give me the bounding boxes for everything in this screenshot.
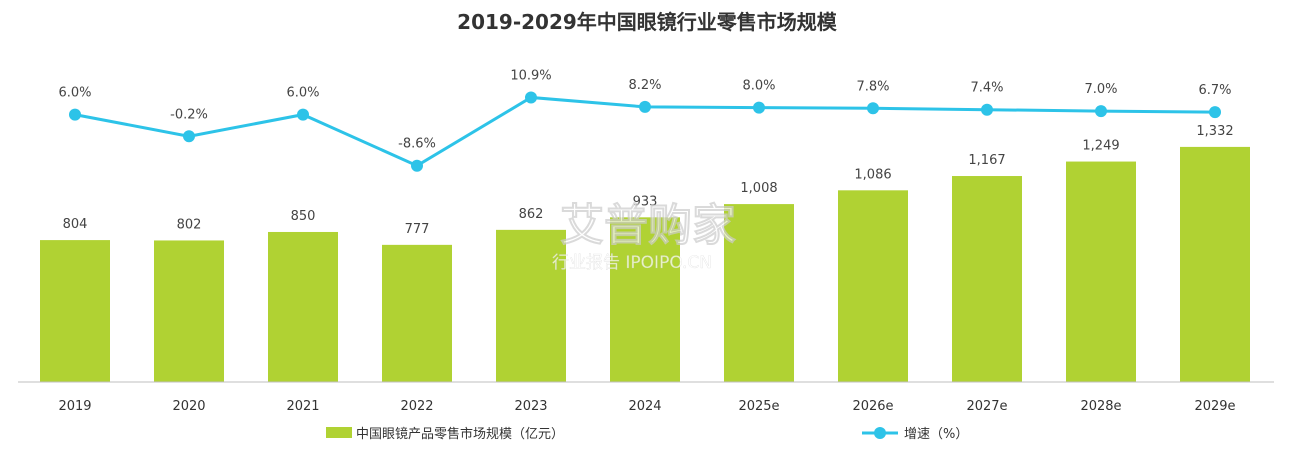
- legend-bar-label: 中国眼镜产品零售市场规模（亿元）: [356, 426, 564, 442]
- bar-value-label: 1,249: [1082, 139, 1119, 154]
- bar-value-label: 1,167: [968, 153, 1005, 168]
- bar-value-label: 802: [177, 217, 202, 232]
- growth-point-2022: [411, 159, 423, 172]
- growth-point-2021: [297, 108, 309, 121]
- growth-value-labels: 6.0% -0.2% 6.0% -8.6% 10.9% 8.2% 8.0% 7.8% 7.4% 7…: [58, 68, 1231, 151]
- x-tick-labels: 2019 2020 2021 2022 2023 2024 2025e 2026e 2027e 2…: [58, 399, 1235, 414]
- growth-value-label: 6.0%: [286, 86, 319, 101]
- bar-2021: [268, 231, 338, 382]
- growth-value-label: 6.0%: [58, 86, 91, 101]
- x-tick-label: 2028e: [1080, 399, 1121, 414]
- bar-2019: [40, 240, 110, 382]
- growth-value-label: -8.6%: [398, 137, 436, 152]
- bar-value-label: 777: [405, 222, 430, 237]
- growth-value-label: 8.0%: [742, 79, 775, 94]
- bars-group: [40, 146, 1250, 382]
- growth-point-2025e: [753, 101, 765, 114]
- x-tick-label: 2021: [286, 399, 319, 414]
- bar-value-labels: 804 802 850 777 862 933 1,008 1,086 1,167 1,249 1,…: [63, 124, 1234, 237]
- bar-value-label: 933: [633, 194, 658, 209]
- growth-point-2024: [639, 100, 651, 113]
- growth-value-label: 8.2%: [628, 78, 661, 93]
- growth-value-label: 7.8%: [856, 79, 889, 94]
- growth-point-2026e: [867, 102, 879, 115]
- watermark-line2: 行业报告 IPOIPO.CN: [552, 253, 712, 273]
- bar-value-label: 1,332: [1196, 124, 1233, 139]
- bar-2020: [154, 240, 224, 382]
- bar-value-label: 1,008: [740, 181, 777, 196]
- legend-line-label: 增速（%）: [904, 427, 968, 442]
- growth-line-group: [69, 91, 1221, 172]
- growth-value-label: 7.0%: [1084, 82, 1117, 97]
- bar-value-label: 850: [291, 209, 316, 224]
- bar-value-label: 1,086: [854, 167, 891, 182]
- growth-value-label: -0.2%: [170, 107, 208, 122]
- x-tick-label: 2019: [58, 399, 91, 414]
- bar-2029e: [1180, 146, 1250, 382]
- growth-point-2029e: [1209, 106, 1221, 119]
- growth-value-label: 6.7%: [1198, 83, 1231, 98]
- x-tick-label: 2029e: [1194, 399, 1235, 414]
- bar-2028e: [1066, 161, 1136, 382]
- growth-point-2019: [69, 108, 81, 121]
- legend-line-swatch-marker: [874, 427, 886, 439]
- x-tick-label: 2026e: [852, 399, 893, 414]
- growth-point-2020: [183, 130, 195, 143]
- x-tick-label: 2027e: [966, 399, 1007, 414]
- x-tick-label: 2024: [628, 399, 661, 414]
- x-tick-label: 2023: [514, 399, 547, 414]
- growth-value-label: 10.9%: [510, 68, 551, 83]
- bar-value-label: 804: [63, 217, 88, 232]
- bar-value-label: 862: [519, 207, 544, 222]
- bar-2027e: [952, 176, 1022, 382]
- bar-2023: [496, 229, 566, 382]
- chart-title: 2019-2029年中国眼镜行业零售市场规模: [457, 10, 837, 34]
- x-tick-label: 2025e: [738, 399, 779, 414]
- growth-value-label: 7.4%: [970, 81, 1003, 96]
- growth-point-2028e: [1095, 105, 1107, 118]
- x-tick-label: 2022: [400, 399, 433, 414]
- growth-point-2023: [525, 91, 537, 104]
- bar-2026e: [838, 190, 908, 382]
- bar-2022: [382, 244, 452, 382]
- legend-bar-swatch: [326, 427, 352, 438]
- watermark-brand: 艾普购家: [560, 200, 736, 251]
- growth-point-2027e: [981, 103, 993, 116]
- bar-2024: [610, 217, 680, 382]
- x-tick-label: 2020: [172, 399, 205, 414]
- bar-2025e: [724, 204, 794, 382]
- watermark-logo: 艾普购家 行业报告 IPOIPO.CN: [552, 200, 736, 273]
